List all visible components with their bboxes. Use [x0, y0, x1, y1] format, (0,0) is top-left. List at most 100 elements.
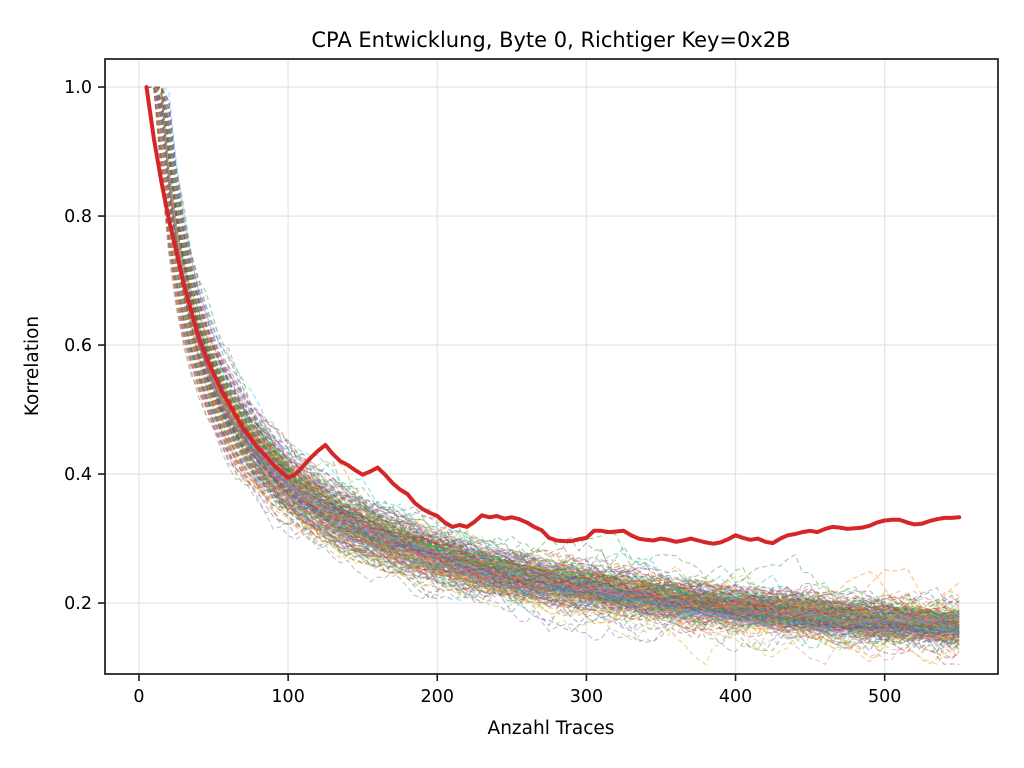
- wrong-key-trace: [146, 86, 960, 617]
- wrong-key-trace: [146, 86, 960, 643]
- wrong-key-trace: [146, 86, 960, 638]
- x-tick-label: 500: [868, 687, 901, 707]
- wrong-key-trace: [146, 86, 960, 628]
- wrong-key-trace: [146, 86, 960, 634]
- wrong-key-trace: [146, 86, 960, 645]
- wrong-key-trace: [146, 86, 960, 620]
- wrong-key-trace: [146, 86, 960, 628]
- grid-layer: [105, 59, 998, 674]
- wrong-key-trace: [146, 86, 960, 631]
- wrong-key-trace: [146, 86, 960, 619]
- wrong-key-trace: [146, 86, 960, 624]
- wrong-key-trace: [146, 86, 960, 627]
- y-tick-label: 1.0: [64, 78, 92, 98]
- wrong-key-trace: [146, 86, 960, 625]
- wrong-key-trace: [146, 86, 960, 629]
- wrong-key-trace: [146, 86, 960, 620]
- wrong-key-trace: [146, 86, 960, 629]
- wrong-key-trace: [146, 86, 960, 633]
- wrong-key-trace: [146, 86, 960, 639]
- wrong-key-trace: [146, 86, 960, 634]
- wrong-key-trace: [146, 86, 960, 637]
- y-tick-label: 0.8: [64, 207, 92, 227]
- wrong-key-trace: [146, 86, 960, 633]
- wrong-key-trace: [146, 86, 960, 635]
- wrong-key-trace: [146, 86, 960, 630]
- wrong-key-trace: [146, 86, 960, 621]
- wrong-key-trace: [146, 86, 960, 631]
- wrong-key-trace: [146, 86, 960, 624]
- wrong-key-trace: [146, 86, 960, 635]
- wrong-key-trace: [146, 86, 960, 626]
- wrong-key-trace: [146, 86, 960, 631]
- x-tick-label: 300: [570, 687, 603, 707]
- wrong-key-trace: [146, 86, 960, 651]
- wrong-key-trace: [146, 86, 960, 625]
- wrong-key-trace: [146, 86, 960, 625]
- wrong-key-trace: [146, 86, 960, 650]
- wrong-key-trace: [146, 86, 960, 621]
- wrong-key-trace: [146, 86, 960, 649]
- wrong-key-trace: [146, 86, 960, 637]
- wrong-key-trace: [146, 86, 960, 641]
- wrong-key-trace: [146, 86, 960, 636]
- wrong-key-trace: [146, 86, 960, 638]
- wrong-key-trace: [146, 86, 960, 665]
- wrong-key-trace: [146, 86, 960, 617]
- wrong-key-trace: [146, 86, 960, 627]
- wrong-key-trace: [146, 86, 960, 635]
- wrong-key-trace: [146, 86, 960, 619]
- wrong-key-trace: [146, 86, 960, 648]
- wrong-key-trace: [146, 86, 960, 630]
- wrong-key-trace: [146, 86, 960, 626]
- wrong-key-trace: [146, 86, 960, 633]
- wrong-key-trace: [146, 86, 960, 644]
- wrong-key-trace: [146, 86, 960, 630]
- wrong-key-trace: [146, 86, 960, 632]
- wrong-key-trace: [146, 86, 960, 641]
- wrong-key-trace: [146, 86, 960, 626]
- wrong-key-trace: [146, 86, 960, 628]
- wrong-key-trace: [146, 86, 960, 657]
- wrong-key-trace: [146, 86, 960, 642]
- wrong-key-trace: [146, 86, 960, 659]
- wrong-key-trace: [146, 86, 960, 637]
- wrong-key-trace: [146, 86, 960, 610]
- wrong-key-trace: [146, 86, 960, 632]
- wrong-key-trace: [146, 86, 960, 617]
- wrong-key-trace: [146, 86, 960, 619]
- wrong-key-trace: [146, 86, 960, 623]
- wrong-key-trace: [146, 86, 960, 633]
- wrong-key-trace: [146, 86, 960, 632]
- wrong-key-trace: [146, 86, 960, 652]
- wrong-key-trace: [146, 86, 960, 646]
- wrong-key-trace: [146, 86, 960, 624]
- wrong-key-trace: [146, 86, 960, 635]
- wrong-key-trace: [146, 86, 960, 636]
- wrong-key-trace: [146, 86, 960, 607]
- wrong-key-trace: [146, 86, 960, 634]
- wrong-key-trace: [146, 86, 960, 633]
- wrong-key-trace: [146, 86, 960, 636]
- wrong-key-trace: [146, 86, 960, 628]
- x-tick-label: 0: [133, 687, 144, 707]
- wrong-key-trace: [146, 86, 960, 620]
- wrong-key-trace: [146, 86, 960, 644]
- tick-layer: 0 100 200 300 400 500 0.2 0.4 0.6 0.8 1.0: [64, 78, 901, 707]
- wrong-key-trace: [146, 86, 960, 665]
- wrong-key-trace: [146, 86, 960, 635]
- wrong-key-trace: [146, 86, 960, 622]
- wrong-key-trace: [146, 86, 960, 632]
- wrong-key-trace: [146, 86, 960, 632]
- chart-title: CPA Entwicklung, Byte 0, Richtiger Key=0…: [311, 28, 790, 52]
- wrong-key-trace: [146, 86, 960, 625]
- wrong-key-trace: [146, 86, 960, 643]
- wrong-key-trace: [146, 86, 960, 627]
- wrong-key-trace: [146, 86, 960, 646]
- wrong-key-trace: [146, 86, 960, 623]
- wrong-key-trace: [146, 86, 960, 666]
- wrong-key-trace: [146, 86, 960, 621]
- wrong-key-trace: [146, 86, 960, 636]
- wrong-key-trace: [146, 86, 960, 632]
- y-tick-label: 0.4: [64, 465, 92, 485]
